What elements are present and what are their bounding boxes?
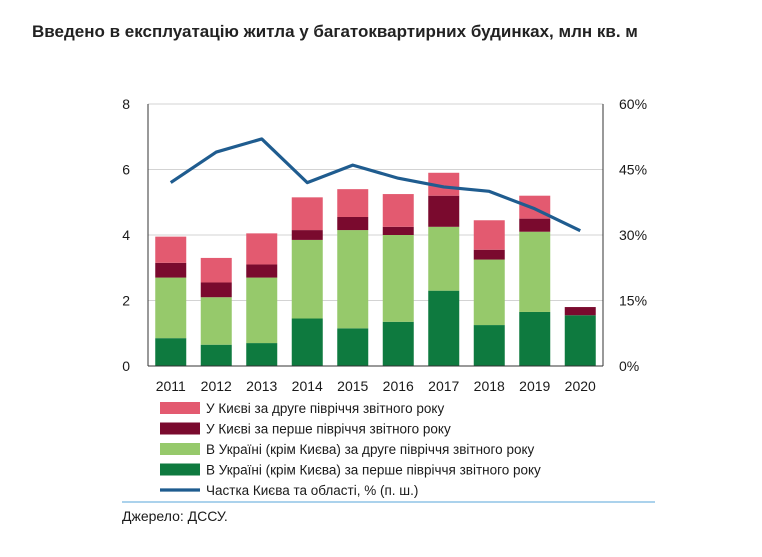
bar-segment bbox=[155, 338, 187, 366]
bar-segment bbox=[337, 230, 369, 329]
legend-label: В Україні (крім Києва) за перше півріччя… bbox=[206, 463, 541, 478]
bar-segment bbox=[155, 236, 187, 263]
bar-segment bbox=[428, 290, 460, 366]
share-line bbox=[169, 137, 581, 233]
legend-swatch bbox=[160, 443, 200, 455]
bar-segment bbox=[200, 344, 232, 366]
bar-segment bbox=[382, 226, 414, 235]
x-tick-label: 2019 bbox=[519, 378, 550, 394]
bar-segment bbox=[337, 328, 369, 366]
legend-label: У Києві за перше півріччя звітного року bbox=[206, 422, 451, 437]
bar-segment bbox=[473, 249, 505, 260]
bar-segment bbox=[519, 218, 551, 232]
bar-segment bbox=[519, 231, 551, 312]
legend-label: В Україні (крім Києва) за друге півріччя… bbox=[206, 442, 535, 457]
share-line-path bbox=[169, 137, 581, 233]
y-left-tick-label: 6 bbox=[122, 162, 130, 178]
bar-segment bbox=[428, 226, 460, 291]
bar-segment bbox=[382, 194, 414, 227]
axes: 0 2 4 6 8 0% 15% 30% 45% 60% 2011 2012 2013 2014 2015 2… bbox=[122, 96, 647, 394]
legend-swatch bbox=[160, 463, 200, 476]
bar-segment bbox=[337, 189, 369, 217]
bar-segment bbox=[428, 195, 460, 227]
bar-segment bbox=[291, 318, 323, 366]
x-tick-label: 2018 bbox=[474, 378, 505, 394]
bar-segment bbox=[473, 259, 505, 326]
x-tick-label: 2014 bbox=[292, 378, 323, 394]
bar-segment bbox=[246, 277, 278, 344]
y-left-tick-label: 8 bbox=[122, 96, 130, 112]
y-left-tick-label: 0 bbox=[122, 358, 130, 374]
bar-segment bbox=[428, 172, 460, 196]
y-left-tick-label: 2 bbox=[122, 293, 130, 309]
bar-segment bbox=[564, 307, 596, 316]
bar-segment bbox=[564, 315, 596, 366]
bar-segment bbox=[291, 239, 323, 319]
x-tick-label: 2015 bbox=[337, 378, 368, 394]
bar-segment bbox=[382, 321, 414, 366]
bar-segment bbox=[473, 220, 505, 250]
x-tick-label: 2012 bbox=[201, 378, 232, 394]
x-tick-label: 2017 bbox=[428, 378, 459, 394]
bar-segment bbox=[155, 277, 187, 339]
bar-segment bbox=[519, 311, 551, 366]
legend-swatch bbox=[160, 422, 200, 435]
legend-swatch bbox=[160, 402, 200, 414]
bar-segment bbox=[200, 297, 232, 345]
y-right-tick-label: 15% bbox=[619, 293, 647, 309]
y-right-tick-label: 0% bbox=[619, 358, 639, 374]
bar-segment bbox=[291, 197, 323, 231]
bar-segment bbox=[337, 216, 369, 231]
bar-segment bbox=[246, 233, 278, 265]
bar-segment bbox=[473, 325, 505, 366]
y-left-tick-label: 4 bbox=[122, 227, 130, 243]
x-tick-label: 2013 bbox=[246, 378, 277, 394]
bar-segment bbox=[382, 235, 414, 322]
y-right-tick-label: 45% bbox=[619, 162, 647, 178]
x-tick-label: 2011 bbox=[156, 378, 186, 394]
bar-segment bbox=[246, 264, 278, 278]
x-tick-label: 2020 bbox=[565, 378, 596, 394]
bar-segment bbox=[200, 282, 232, 298]
x-tick-label: 2016 bbox=[383, 378, 414, 394]
bar-segment bbox=[246, 343, 278, 366]
y-right-tick-label: 60% bbox=[619, 96, 647, 112]
legend-label: У Києві за друге півріччя звітного року bbox=[206, 401, 444, 416]
legend: У Києві за друге півріччя звітного року У… bbox=[160, 401, 541, 498]
bar-segment bbox=[200, 257, 232, 283]
y-right-tick-label: 30% bbox=[619, 227, 647, 243]
legend-label: Частка Києва та області, % (п. ш.) bbox=[206, 483, 418, 498]
bar-segment bbox=[155, 262, 187, 278]
bar-segment bbox=[291, 230, 323, 240]
source-note: Джерело: ДССУ. bbox=[122, 508, 228, 524]
chart-title: Введено в експлуатацію житла у багатоква… bbox=[32, 22, 638, 41]
bars bbox=[155, 172, 596, 366]
